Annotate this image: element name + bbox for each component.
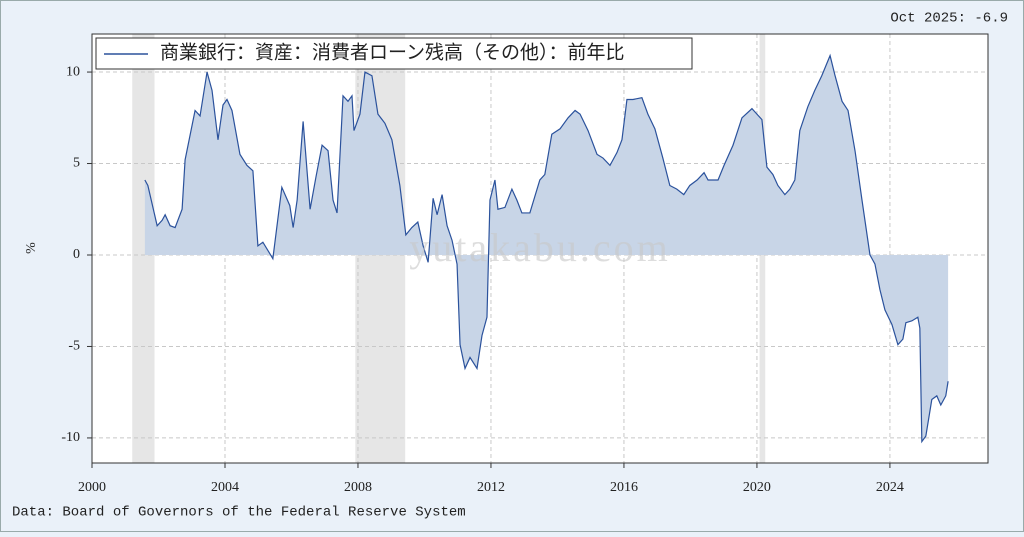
watermark: yutakabu.com — [409, 225, 671, 270]
legend-box — [95, 37, 693, 70]
y-axis-label: % — [24, 242, 39, 254]
x-tick-label: 2000 — [78, 480, 106, 495]
x-tick-label: 2016 — [610, 480, 638, 495]
x-tick-label: 2008 — [344, 480, 372, 495]
y-tick-label: -10 — [61, 430, 80, 445]
area-fill — [144, 55, 949, 442]
line — [144, 53, 949, 444]
annotation: Oct 2025: -6.9 — [890, 11, 1008, 27]
y-tick-label: -5 — [68, 339, 80, 354]
y-tick-label: 5 — [73, 156, 80, 171]
x-tick-label: 2012 — [477, 480, 505, 495]
recession-band — [132, 34, 155, 463]
y-tick-label: 0 — [73, 247, 80, 262]
source: Data: Board of Governors of the Federal … — [12, 505, 466, 521]
x-tick-label: 2024 — [876, 480, 904, 495]
x-tick-label: 2020 — [743, 480, 771, 495]
legend-label: 商業銀行：資産：消費者ローン残高（その他）：前年比 — [160, 41, 625, 63]
y-tick-label: 10 — [66, 64, 80, 79]
plot-frame — [91, 33, 989, 464]
x-tick-label: 2004 — [211, 480, 239, 495]
